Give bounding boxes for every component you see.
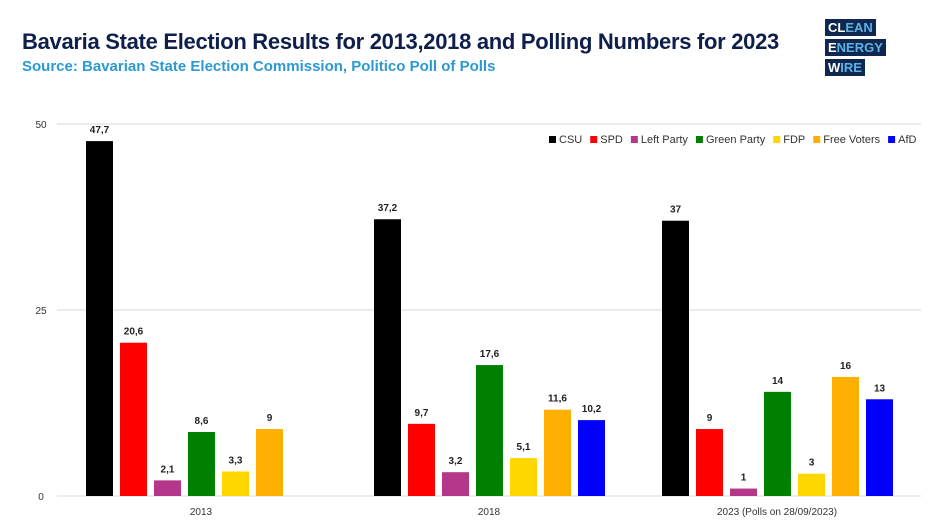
bar-free-voters bbox=[544, 409, 571, 496]
legend-label: Green Party bbox=[706, 134, 766, 146]
legend-label: AfD bbox=[898, 134, 916, 146]
x-tick-label: 2023 (Polls on 28/09/2023) bbox=[717, 507, 837, 518]
legend-swatch bbox=[630, 136, 638, 143]
legend-label: FDP bbox=[783, 134, 805, 146]
data-label: 17,6 bbox=[480, 349, 500, 360]
data-label: 1 bbox=[741, 473, 747, 484]
legend-swatch bbox=[549, 136, 556, 143]
bar-green-party bbox=[476, 365, 503, 496]
bar-green-party bbox=[188, 432, 215, 496]
data-label: 3,2 bbox=[449, 456, 463, 467]
legend-label: Free Voters bbox=[823, 134, 880, 146]
bar-left-party bbox=[730, 488, 757, 496]
bar-csu bbox=[86, 141, 113, 496]
legend-label: SPD bbox=[600, 134, 623, 146]
data-label: 14 bbox=[772, 376, 784, 387]
bar-fdp bbox=[798, 473, 825, 496]
bar-csu bbox=[374, 219, 401, 496]
data-label: 47,7 bbox=[90, 125, 110, 136]
data-label: 37 bbox=[670, 205, 682, 216]
bar-fdp bbox=[222, 471, 249, 496]
data-label: 2,1 bbox=[161, 464, 175, 475]
data-label: 5,1 bbox=[517, 442, 531, 453]
chart-subtitle: Source: Bavarian State Election Commissi… bbox=[22, 58, 496, 75]
bar-green-party bbox=[764, 391, 791, 496]
data-label: 16 bbox=[840, 361, 852, 372]
x-tick-label: 2013 bbox=[190, 507, 213, 518]
bar-fdp bbox=[510, 458, 537, 496]
y-tick-label: 0 bbox=[38, 492, 44, 503]
clean-energy-wire-logo: CLEAN ENERGY WIRE bbox=[825, 19, 886, 79]
legend-label: CSU bbox=[559, 134, 582, 146]
legend-swatch bbox=[888, 136, 896, 143]
data-label: 8,6 bbox=[195, 416, 209, 427]
bar-spd bbox=[696, 429, 723, 496]
bar-csu bbox=[662, 220, 689, 496]
bar-afd bbox=[866, 399, 893, 496]
legend-swatch bbox=[773, 136, 781, 143]
y-tick-label: 50 bbox=[35, 120, 47, 131]
x-tick-label: 2018 bbox=[478, 507, 501, 518]
legend-swatch bbox=[695, 136, 703, 143]
data-label: 20,6 bbox=[124, 327, 144, 338]
bar-spd bbox=[408, 423, 435, 496]
data-label: 13 bbox=[874, 383, 886, 394]
data-label: 3,3 bbox=[229, 455, 243, 466]
data-label: 11,6 bbox=[548, 394, 567, 405]
data-label: 3 bbox=[809, 458, 815, 469]
data-label: 37,2 bbox=[378, 203, 398, 214]
bar-free-voters bbox=[256, 429, 283, 496]
y-tick-label: 25 bbox=[35, 306, 47, 317]
bar-left-party bbox=[154, 480, 181, 496]
data-label: 9 bbox=[267, 413, 273, 424]
bar-spd bbox=[120, 342, 147, 496]
bar-free-voters bbox=[832, 376, 859, 496]
legend-swatch bbox=[590, 136, 598, 143]
data-label: 9,7 bbox=[415, 408, 429, 419]
legend-label: Left Party bbox=[641, 134, 689, 146]
data-label: 9 bbox=[707, 413, 713, 424]
legend-swatch bbox=[813, 136, 821, 143]
bar-afd bbox=[578, 420, 605, 496]
chart-title: Bavaria State Election Results for 2013,… bbox=[22, 29, 779, 54]
data-label: 10,2 bbox=[582, 404, 602, 415]
bar-left-party bbox=[442, 472, 469, 496]
